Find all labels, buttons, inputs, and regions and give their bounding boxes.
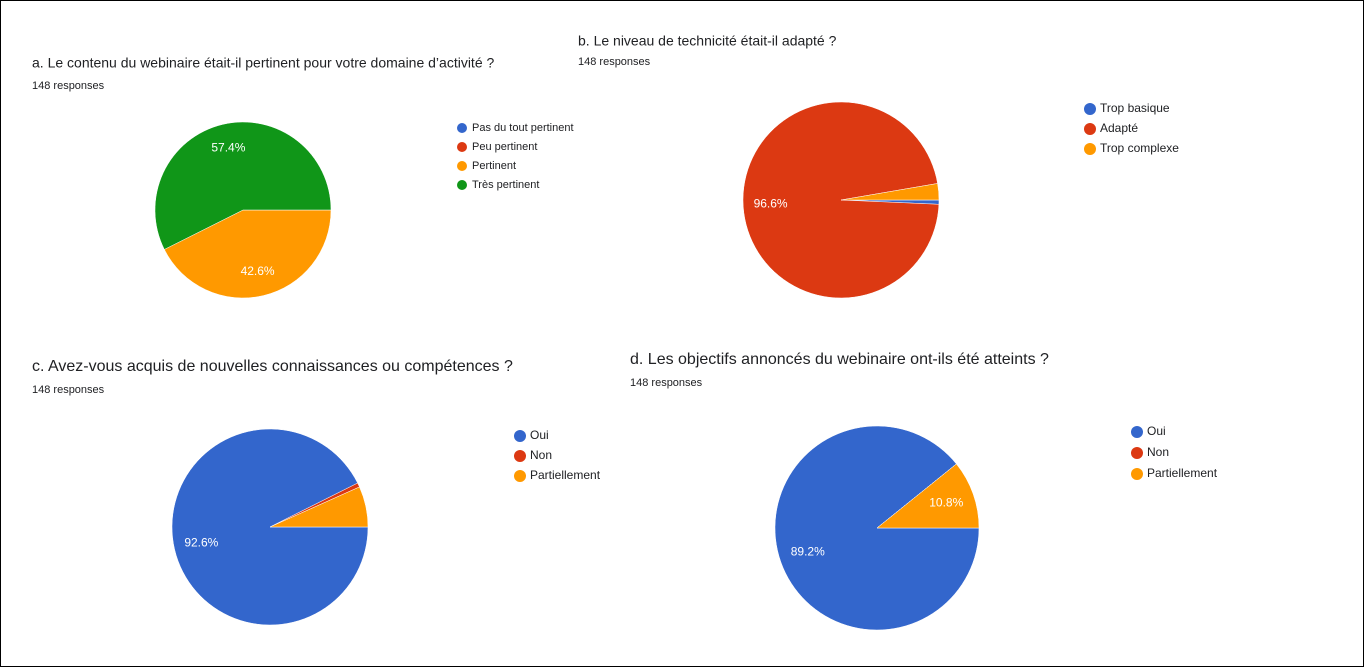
legend-label: Oui [530,428,549,442]
pie-slice [154,121,332,250]
legend-swatch [457,161,467,171]
data-label: 10.8% [929,496,963,510]
pie-slice [840,183,940,201]
legend-swatch [514,470,526,482]
legend-label: Trop basique [1100,101,1170,115]
legend-swatch [1084,123,1096,135]
legend-swatch [1131,447,1143,459]
pie-slice [742,101,940,299]
legend-swatch [457,142,467,152]
legend-swatch [457,123,467,133]
legend-swatch [1131,426,1143,438]
chart-subtitle: 148 responses [32,80,105,92]
legend-swatch [1084,103,1096,115]
legend-label: Partiellement [1147,466,1218,480]
data-label: 92.6% [184,535,218,549]
chart-title: b. Le niveau de technicité était-il adap… [578,33,837,49]
data-label: 89.2% [791,545,825,559]
legend-label: Pertinent [472,160,516,172]
legend-swatch [514,450,526,462]
legend-swatch [1084,143,1096,155]
chart-subtitle: 148 responses [32,384,105,396]
legend-label: Oui [1147,424,1166,438]
legend-label: Peu pertinent [472,141,537,153]
legend-label: Partiellement [530,468,601,482]
pie-slice [876,463,980,529]
chart-title: d. Les objectifs annoncés du webinaire o… [630,351,1049,368]
pie-slice [164,209,332,299]
pie-slice [269,486,369,528]
legend-swatch [514,430,526,442]
legend-swatch [1131,468,1143,480]
chart-subtitle: 148 responses [630,377,703,389]
legend-label: Trop complexe [1100,141,1179,155]
legend-label: Non [530,448,552,462]
chart-subtitle: 148 responses [578,56,651,68]
legend-swatch [457,180,467,190]
chart-title: a. Le contenu du webinaire était-il pert… [32,55,494,71]
legend-label: Adapté [1100,121,1138,135]
legend-label: Pas du tout pertinent [472,122,574,134]
legend-label: Très pertinent [472,179,539,191]
chart-title: c. Avez-vous acquis de nouvelles connais… [32,358,513,375]
data-label: 96.6% [754,197,788,211]
data-label: 57.4% [211,141,245,155]
legend-label: Non [1147,445,1169,459]
data-label: 42.6% [241,264,275,278]
